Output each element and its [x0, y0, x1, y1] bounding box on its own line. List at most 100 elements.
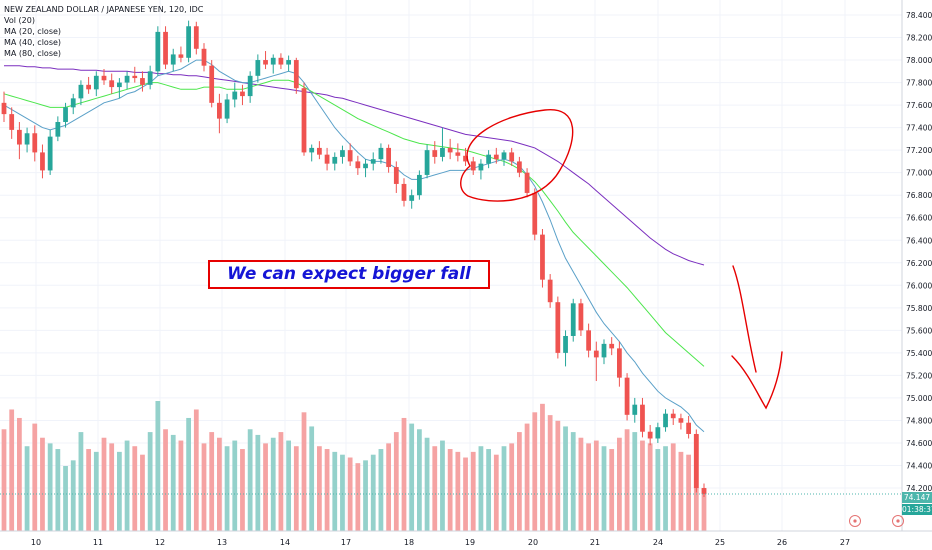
candle-body	[109, 80, 115, 88]
candle-body	[686, 422, 691, 434]
time-tick-label: 21	[590, 538, 600, 547]
volume-bar	[209, 432, 215, 531]
candle	[286, 55, 291, 72]
candle-body	[147, 71, 153, 85]
volume-bar	[240, 449, 245, 531]
candle-body	[486, 154, 491, 164]
volume-bar	[78, 432, 84, 531]
candle-body	[363, 163, 368, 169]
volume-bar	[155, 401, 161, 531]
volume-bar	[670, 443, 676, 531]
candle	[401, 178, 407, 207]
volume-bar	[32, 423, 38, 531]
time-tick-label: 14	[280, 538, 290, 547]
volume-bar	[478, 446, 484, 531]
candle	[201, 43, 207, 72]
volume-bar	[663, 446, 668, 531]
volume-bar	[340, 454, 345, 531]
candle-body	[201, 48, 207, 66]
event-marker-dot	[896, 519, 900, 523]
candle	[363, 159, 368, 178]
volume-bar	[417, 429, 422, 531]
volume-bar	[424, 437, 430, 531]
candle-body	[332, 156, 338, 164]
candle	[617, 341, 622, 387]
time-axis: 10 11 12 13 14 17 18 19 20 21 24 25 26 27	[0, 530, 932, 550]
event-markers	[849, 515, 904, 527]
candle	[70, 93, 76, 115]
volume-bar	[409, 423, 415, 531]
candle	[101, 69, 107, 85]
candle	[178, 46, 184, 63]
candle-body	[693, 433, 699, 489]
price-tick-label: 78.400	[906, 11, 932, 20]
candle-body	[547, 279, 553, 303]
candle	[601, 339, 607, 365]
candle-body	[593, 350, 599, 358]
price-tick-label: 78.000	[906, 56, 932, 65]
price-tick-label: 77.000	[906, 169, 932, 178]
event-marker-dot	[853, 519, 857, 523]
candle	[255, 54, 261, 83]
price-tick-label: 76.200	[906, 259, 932, 268]
volume-bar	[117, 451, 122, 531]
time-tick-label: 11	[93, 538, 103, 547]
price-tick-label: 76.600	[906, 214, 932, 223]
candle-body	[370, 159, 376, 164]
candle	[417, 170, 422, 200]
candle	[632, 397, 638, 423]
candle-body	[101, 75, 107, 81]
candle-body	[455, 152, 461, 156]
price-tick-label: 75.200	[906, 371, 932, 380]
volume-bar	[493, 454, 499, 531]
candle-body	[209, 65, 215, 103]
volume-bar	[147, 432, 153, 531]
volume-bar	[293, 446, 299, 531]
candle	[370, 152, 376, 171]
legend-vol: Vol (20)	[4, 16, 35, 25]
candle	[409, 189, 415, 209]
time-tick-label: 12	[155, 538, 165, 547]
volume-bar	[124, 440, 130, 531]
time-tick-label: 17	[341, 538, 351, 547]
price-axis: 78.400 78.200 78.000 77.800 77.600 77.400 77.2…	[901, 0, 932, 531]
candle-body	[401, 183, 407, 201]
time-tick-label: 10	[31, 538, 41, 547]
candle-body	[324, 154, 330, 164]
volume-bar	[593, 440, 599, 531]
candle	[640, 397, 645, 438]
candle-body	[124, 75, 130, 83]
volume-bar	[63, 466, 68, 531]
volume-bar	[578, 437, 584, 531]
volume-bar	[647, 443, 653, 531]
candle	[209, 60, 215, 108]
annotation-text-box[interactable]: We can expect bigger fall	[208, 260, 490, 289]
volume-bar	[440, 440, 445, 531]
candle	[147, 65, 153, 90]
candle	[670, 409, 676, 425]
candle-body	[278, 57, 284, 65]
candle-body	[601, 343, 607, 358]
candle	[655, 422, 661, 443]
volume-bar	[9, 409, 15, 531]
candle	[432, 141, 438, 164]
volume-bar	[178, 440, 184, 531]
candle	[17, 121, 22, 160]
volume-bar	[678, 451, 684, 531]
candle	[378, 143, 384, 164]
candle	[501, 150, 507, 166]
candle-body	[255, 60, 261, 76]
volume-bar	[17, 417, 22, 531]
candle	[455, 143, 461, 162]
candle-body	[355, 161, 361, 169]
volume-bar	[401, 417, 407, 531]
candle-body	[424, 150, 430, 175]
volume-bar	[332, 451, 338, 531]
candle-body	[501, 152, 507, 160]
candle	[447, 138, 453, 160]
volume-bar	[447, 449, 453, 531]
candle-body	[570, 303, 576, 336]
candle	[24, 127, 30, 153]
candle	[693, 429, 699, 493]
candle	[155, 26, 161, 76]
